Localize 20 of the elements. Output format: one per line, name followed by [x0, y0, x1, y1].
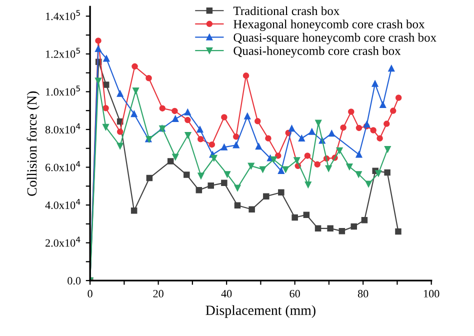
legend-label: Quasi-honeycomb core crash box: [234, 46, 401, 58]
x-tick-label: 0: [88, 290, 92, 298]
y-tick-label: 1.4x10$^{5}$: [46, 10, 80, 20]
legend-label: Hexagonal honeycomb core crash box: [234, 20, 425, 31]
y-tick-label: 2.0x10$^{4}$: [46, 236, 80, 247]
y-tick-label: 8.0x10$^{4}$: [45, 123, 80, 134]
x-tick-label: 40: [221, 290, 232, 298]
y-tick-label: 1.0x10$^{5}$: [46, 86, 80, 96]
x-tick-label: 60: [290, 290, 300, 298]
y-tick-label: 4.0x10$^{4}$: [45, 198, 80, 210]
legend-label: Quasi-square honeycomb core crash box: [234, 32, 436, 44]
legend-label: Traditional crash box: [233, 6, 340, 16]
x-axis-title: Displacement (mm): [206, 305, 316, 318]
y-axis-title: Collision force (N): [26, 91, 40, 196]
x-tick-label: 100: [424, 290, 440, 298]
x-tick-label: 80: [358, 290, 368, 298]
x-tick-label: 20: [153, 290, 164, 298]
y-tick-label: 6.0x10$^{4}$: [46, 161, 80, 172]
y-tick-label: 1.2x10$^{5}$: [46, 48, 80, 58]
y-tick-label: 0.0: [68, 277, 81, 285]
